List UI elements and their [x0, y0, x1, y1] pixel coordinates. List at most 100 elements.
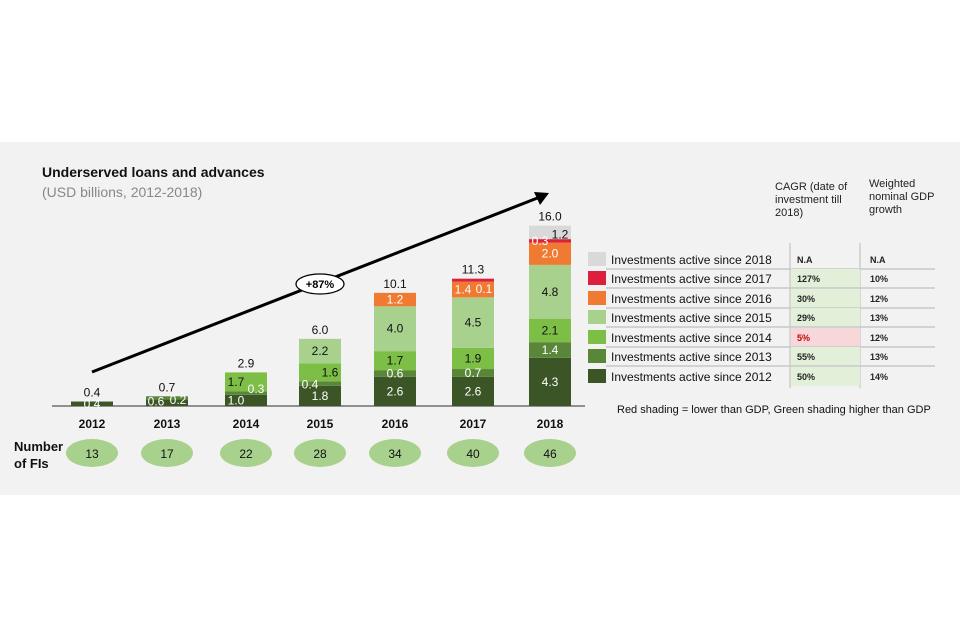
segment-label: 4.8: [542, 285, 559, 299]
total-label: 16.0: [538, 210, 562, 224]
segment-label: 1.2: [552, 227, 569, 241]
total-label: 11.3: [462, 263, 485, 277]
chart-subtitle: (USD billions, 2012-2018): [42, 184, 203, 200]
fi-count: 17: [160, 447, 174, 461]
bar-segment: [452, 347, 494, 370]
growth-annotation: +87%: [306, 279, 335, 291]
cagr-value: 55%: [797, 352, 815, 362]
segment-label: 2.6: [387, 384, 404, 398]
segment-label: 2.0: [542, 247, 559, 261]
fi-count-bubble: [369, 439, 421, 467]
cagr-header-line: CAGR (date of: [775, 181, 848, 193]
gdp-value: 13%: [870, 313, 888, 323]
x-tick-label: 2018: [537, 417, 564, 431]
bar-segment: [225, 391, 267, 395]
growth-arrow-head: [534, 192, 549, 205]
x-tick-label: 2015: [307, 417, 334, 431]
segment-label: 0.6: [148, 395, 165, 409]
segment-label: 4.0: [387, 322, 404, 336]
segment-label: 0.1: [476, 282, 493, 296]
segment-label: 0.2: [170, 393, 187, 407]
bar-segment: [146, 396, 188, 400]
cagr-header-line: 2018): [775, 207, 804, 219]
segment-label: 0.3: [532, 234, 549, 248]
bar-segment: [452, 281, 494, 298]
segment-label: 1.7: [228, 375, 245, 389]
fi-count: 13: [85, 447, 99, 461]
cagr-header-line: investment till: [775, 194, 842, 206]
cagr-value: 29%: [797, 313, 815, 323]
bar-segment: [529, 225, 571, 240]
fi-count: 40: [466, 447, 480, 461]
legend-label: Investments active since 2012: [611, 370, 772, 384]
fi-count: 34: [388, 447, 402, 461]
fi-count: 28: [313, 447, 327, 461]
segment-label: 0.6: [387, 367, 404, 381]
cagr-value: 127%: [797, 274, 820, 284]
total-label: 6.0: [312, 323, 329, 337]
bar-segment: [374, 370, 416, 377]
segment-label: 1.4: [455, 283, 472, 297]
gdp-value: N.A: [870, 255, 886, 265]
total-label: 0.7: [159, 380, 176, 394]
gdp-value: 14%: [870, 372, 888, 382]
legend-label: Investments active since 2017: [611, 272, 772, 286]
bar-segment: [529, 342, 571, 358]
bar-segment: [225, 372, 267, 392]
bar-segment: [299, 381, 341, 386]
bar-segment: [529, 264, 571, 319]
segment-label: 1.6: [322, 365, 339, 379]
cagr-value: 50%: [797, 372, 815, 382]
cagr-value: 30%: [797, 294, 815, 304]
total-label: 2.9: [238, 356, 255, 370]
cagr-shading: [791, 269, 860, 288]
segment-label: 4.5: [465, 316, 482, 330]
segment-label: 0.7: [465, 366, 482, 380]
total-label: 10.1: [383, 277, 407, 291]
legend-swatch: [588, 271, 606, 285]
cagr-shading: [791, 289, 860, 308]
legend-label: Investments active since 2014: [611, 331, 772, 345]
bar-segment: [452, 376, 494, 406]
cagr-shading: [791, 308, 860, 327]
fi-count: 46: [543, 447, 557, 461]
fi-count-bubble: [524, 439, 576, 467]
legend-swatch: [588, 349, 606, 363]
gdp-value: 13%: [870, 352, 888, 362]
cagr-value: 5%: [797, 333, 810, 343]
cagr-shading: [791, 367, 860, 386]
bar-segment: [529, 318, 571, 343]
segment-label: 1.8: [312, 389, 329, 403]
segment-label: 4.3: [542, 375, 559, 389]
legend-label: Investments active since 2015: [611, 311, 772, 325]
segment-label: 1.2: [387, 293, 404, 307]
bar-segment: [299, 338, 341, 364]
fi-count-bubble: [66, 439, 118, 467]
fi-label-line: Number: [14, 439, 64, 454]
fi-count-bubble: [294, 439, 346, 467]
legend-swatch: [588, 252, 606, 266]
segment-label: 1.0: [228, 393, 245, 407]
gdp-value: 12%: [870, 333, 888, 343]
gdp-value: 10%: [870, 274, 888, 284]
cagr-header: CAGR (date of investment till 2018): [775, 181, 847, 220]
gdp-header: Weighted nominal GDP growth: [869, 178, 934, 217]
segment-label: 1.9: [465, 351, 482, 365]
bar-segment: [374, 376, 416, 406]
legend-label: Investments active since 2018: [611, 253, 772, 267]
segment-label: 0.4: [302, 378, 319, 392]
x-tick-label: 2016: [382, 417, 409, 431]
cagr-shading: [791, 328, 860, 347]
bar-segment: [374, 292, 416, 307]
legend-swatch: [588, 369, 606, 383]
segment-label: 1.4: [542, 343, 559, 357]
gdp-header-line: Weighted: [869, 178, 916, 190]
bar-segment: [452, 278, 494, 282]
segment-label: 1.7: [387, 354, 404, 368]
fi-count-bubble: [220, 439, 272, 467]
cagr-shading: [791, 347, 860, 366]
bar-segment: [374, 306, 416, 352]
legend-swatch: [588, 330, 606, 344]
legend-swatch: [588, 310, 606, 324]
bar-segment: [529, 242, 571, 265]
